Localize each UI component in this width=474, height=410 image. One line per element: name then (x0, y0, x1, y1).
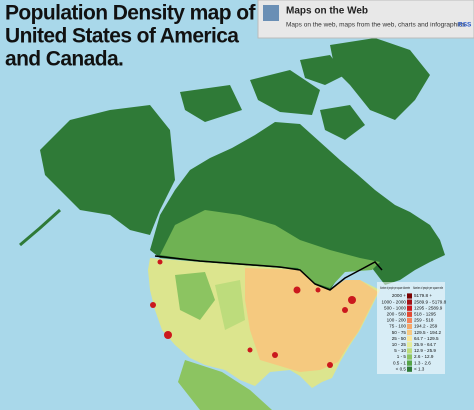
legend-mile: 2589.9 - 5179.8 (414, 299, 447, 304)
title-line: and Canada. (5, 48, 123, 71)
legend-km: 2000 + (392, 293, 406, 298)
legend-swatch (407, 293, 412, 299)
title-line: Population Density map of the (5, 2, 290, 25)
legend-km: 1000 - 2000 (381, 299, 406, 304)
cities (150, 259, 356, 368)
legend-km: 25 - 50 (392, 336, 407, 341)
legend-km: 50 - 75 (392, 330, 407, 335)
legend-mile: 259 - 518 (414, 318, 434, 323)
usa-west-green (175, 272, 215, 320)
legend-km: 5 - 10 (394, 348, 406, 353)
legend-km: 1 - 5 (397, 354, 407, 359)
legend-swatch (407, 336, 412, 342)
alaska (40, 105, 175, 235)
legend-swatch (407, 360, 412, 366)
legend-rows: 2000 + 5179.8 + 1000 - 2000 2589.9 - 5179.8… (381, 293, 447, 372)
legend-km: 100 - 200 (387, 318, 407, 323)
header-box (257, 0, 474, 39)
header-icon[interactable] (263, 5, 279, 21)
canada-south (160, 210, 380, 288)
legend-mile: 129.5 - 194.2 (414, 330, 442, 335)
city (272, 352, 278, 358)
legend-swatch (407, 366, 412, 372)
rss-link[interactable]: RSS (458, 22, 472, 29)
mexico (178, 360, 272, 410)
border (154, 255, 383, 291)
legend-swatch (407, 305, 412, 311)
header-title[interactable]: Maps on the Web (286, 6, 368, 17)
legend-swatch (407, 317, 412, 323)
legend-swatch (407, 299, 412, 305)
legend-mile: 518 - 1295 (414, 312, 436, 317)
legend-swatch (407, 323, 412, 330)
legend-mile: 194.2 - 259 (414, 324, 438, 329)
legend-mile: 1295 - 2589.9 (414, 305, 443, 310)
usa-east (245, 268, 378, 372)
legend-mile: 1.3 - 2.6 (414, 360, 431, 365)
arctic-island (180, 85, 242, 122)
city (157, 259, 163, 265)
legend-header: Number of people per square kilometre (380, 286, 410, 290)
legend-swatch (407, 354, 412, 360)
legend-km: 500 - 1000 (384, 305, 406, 310)
legend-km: 200 - 500 (387, 312, 407, 317)
legend-swatch (407, 348, 412, 354)
legend-swatch (407, 330, 412, 336)
arctic-island (300, 55, 345, 85)
city (342, 307, 348, 313)
legend-km: 75 - 100 (389, 324, 406, 329)
legend-km: 10 - 25 (392, 342, 407, 347)
greenland (330, 38, 430, 120)
legend-mile: 5179.8 + (414, 293, 432, 298)
legend-mile: 25.9 - 64.7 (414, 342, 436, 347)
city (293, 286, 301, 294)
city (247, 347, 253, 353)
arctic-island (250, 70, 320, 115)
legend-mile: < 1.3 (414, 366, 425, 371)
usa-plains (215, 280, 245, 330)
legend-mile: 64.7 - 129.5 (414, 336, 439, 341)
legend-km: 0.5 - 1 (393, 360, 406, 365)
city (348, 296, 356, 304)
city (315, 287, 321, 293)
header-subtitle: Maps on the web, maps from the web, char… (286, 22, 466, 29)
city (150, 302, 156, 308)
legend-mile: 2.6 - 12.9 (414, 354, 434, 359)
legend-mile: 12.9 - 25.9 (414, 348, 436, 353)
city (164, 331, 172, 339)
legend-swatch (407, 342, 412, 348)
city (327, 362, 333, 368)
title-line: United States of America (5, 25, 239, 48)
arctic-island (320, 105, 365, 140)
aleutians (19, 208, 62, 247)
legend-swatch (407, 311, 412, 317)
legend-header: Number of people per square mile (413, 286, 443, 290)
legend-km: < 0.5 (396, 366, 407, 371)
